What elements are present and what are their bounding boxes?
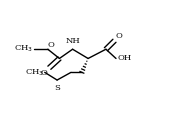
- Text: O: O: [41, 69, 48, 77]
- Text: CH$_3$: CH$_3$: [25, 68, 44, 78]
- Text: O: O: [115, 32, 122, 40]
- Text: O: O: [47, 41, 54, 49]
- Text: CH$_3$: CH$_3$: [14, 44, 33, 55]
- Text: S: S: [54, 84, 60, 92]
- Text: NH: NH: [65, 37, 80, 45]
- Text: OH: OH: [118, 55, 132, 62]
